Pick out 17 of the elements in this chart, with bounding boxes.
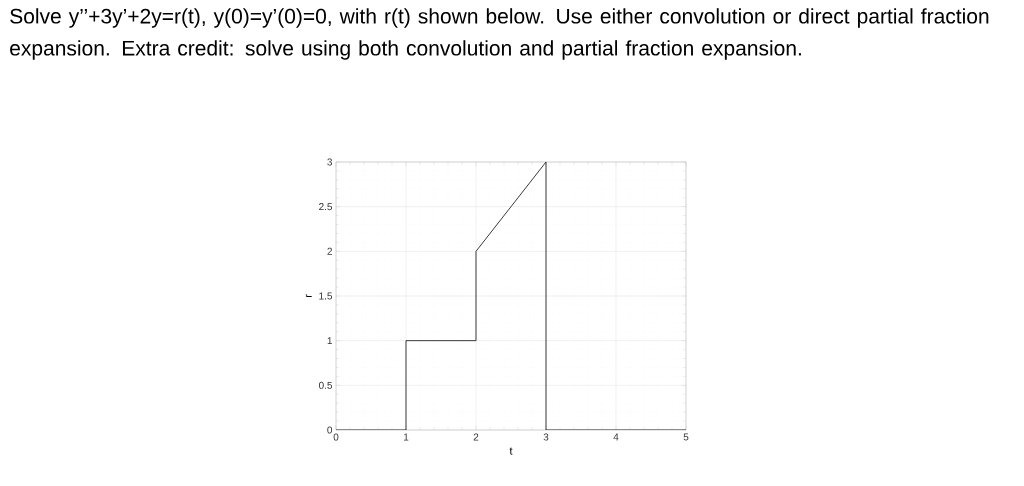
y-axis-title: r: [305, 294, 312, 298]
x-tick-label: 1: [404, 433, 409, 441]
x-tick-label: 2: [473, 433, 479, 441]
x-tick-label: 4: [613, 433, 619, 441]
x-tick-label: 3: [543, 433, 549, 441]
chart-title: Solve y’’+3y’+2y=r(t), y(0)=y’(0)=0, with r(t) shown below. Use either convolution or direct partial fraction expansion. Extra credit: solve using both convolution and partial fraction expansion.: [10, 8, 989, 60]
y-tick-label: 2.5: [319, 203, 333, 211]
line-series: [336, 161, 687, 430]
y-tick-label: 1.5: [319, 292, 333, 300]
y-tick-label: 2: [327, 247, 332, 255]
y-tick-label: 0.5: [318, 381, 333, 389]
x-tick-label: 5: [683, 433, 689, 441]
x-tick-label: 0: [333, 433, 339, 441]
y-tick-label: 3: [327, 158, 333, 166]
x-axis-title: t: [509, 447, 513, 455]
y-tick-label: 1: [327, 337, 332, 345]
y-tick-label: 0: [327, 426, 333, 434]
